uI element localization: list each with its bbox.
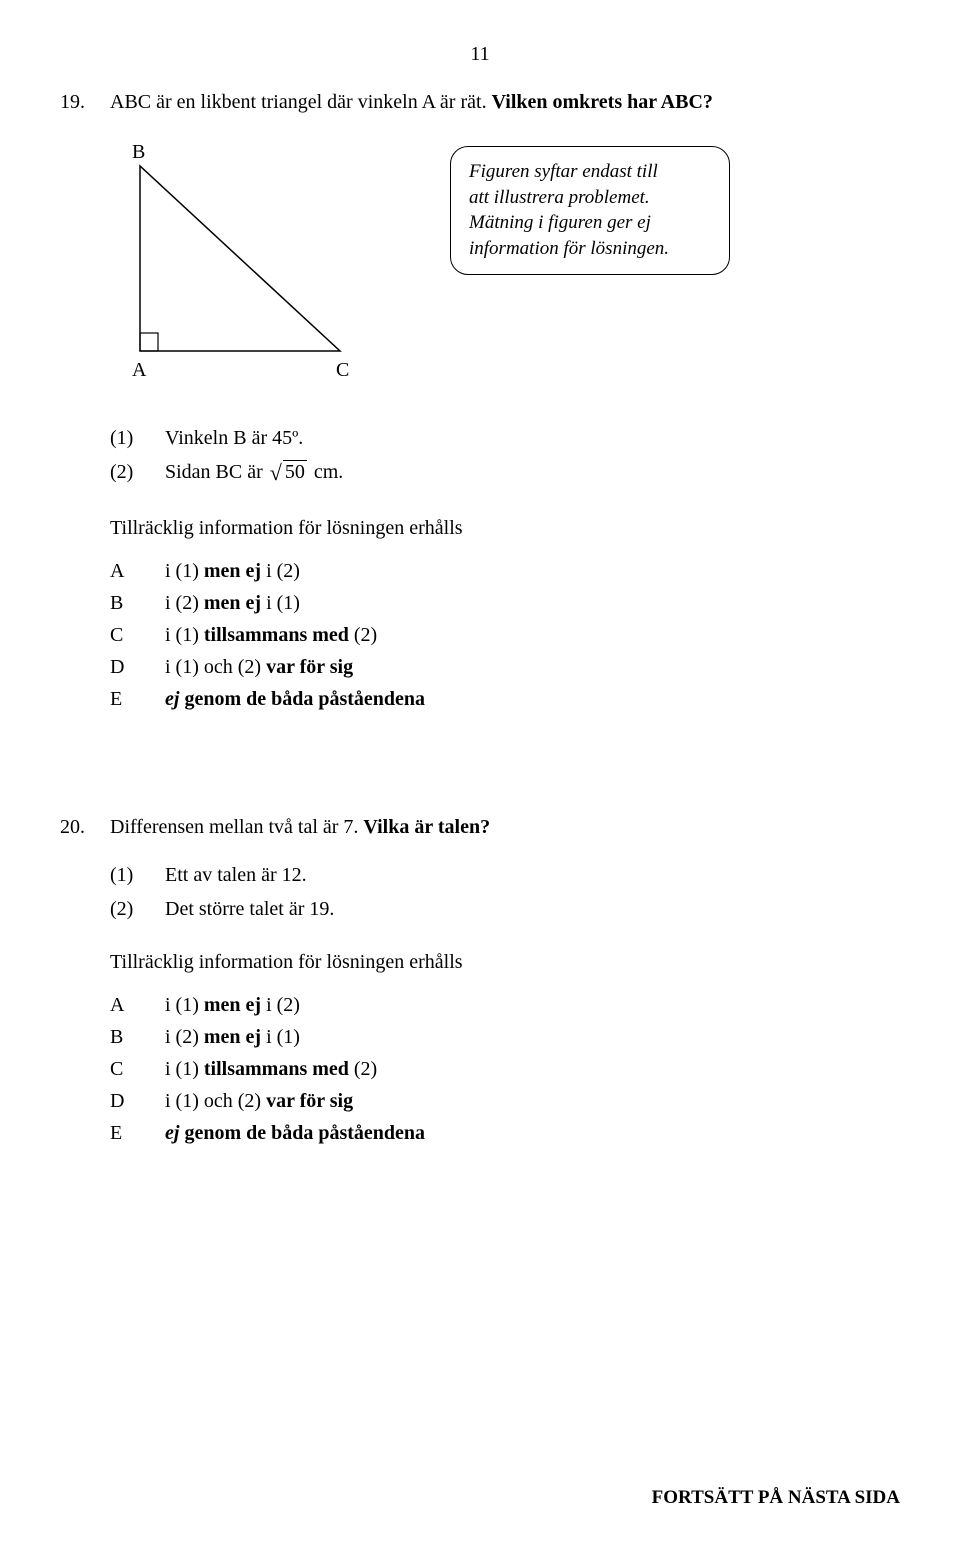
q20-statement-1: (1) Ett av talen är 12. — [110, 861, 900, 889]
option-c-text: i (1) tillsammans med (2) — [165, 621, 900, 649]
question-20-text-bold: Vilka är talen? — [363, 816, 490, 838]
q20-statement-1-num: (1) — [110, 861, 165, 889]
q20-statement-2: (2) Det större talet är 19. — [110, 895, 900, 923]
option-b-text: i (2) men ej i (1) — [165, 589, 900, 617]
question-19-options: A i (1) men ej i (2) B i (2) men ej i (1… — [110, 557, 900, 713]
statement-1-num: (1) — [110, 424, 165, 452]
q20-statement-2-text: Det större talet är 19. — [165, 895, 900, 923]
q20-option-e: E ej genom de båda påståendena — [110, 1119, 900, 1147]
question-20-lead: Tillräcklig information för lösningen er… — [110, 948, 900, 976]
right-angle-marker — [140, 333, 158, 351]
question-19-text-plain: ABC är en likbent triangel där vinkeln A… — [110, 91, 492, 113]
option-a-text: i (1) men ej i (2) — [165, 557, 900, 585]
q20-option-d-letter: D — [110, 1087, 165, 1115]
q20-option-a-text: i (1) men ej i (2) — [165, 991, 900, 1019]
option-e: E ej genom de båda påståendena — [110, 685, 900, 713]
statement-2-num: (2) — [110, 458, 165, 489]
q20-option-a: A i (1) men ej i (2) — [110, 991, 900, 1019]
q20-statement-1-text: Ett av talen är 12. — [165, 861, 900, 889]
option-d: D i (1) och (2) var för sig — [110, 653, 900, 681]
q20-option-e-letter: E — [110, 1119, 165, 1147]
page-number: 11 — [60, 40, 900, 68]
option-a-letter: A — [110, 557, 165, 585]
question-20-head: 20. Differensen mellan två tal är 7. Vil… — [60, 813, 900, 841]
statement-2-post: cm. — [309, 461, 343, 483]
question-20-text-plain: Differensen mellan två tal är 7. — [110, 816, 363, 838]
q20-option-d-text: i (1) och (2) var för sig — [165, 1087, 900, 1115]
vertex-label-c: C — [336, 359, 349, 381]
question-19-text: ABC är en likbent triangel där vinkeln A… — [110, 88, 900, 116]
q20-option-c-text: i (1) tillsammans med (2) — [165, 1055, 900, 1083]
question-19-figure-row: B A C Figuren syftar endast till att ill… — [110, 136, 900, 394]
question-20: 20. Differensen mellan två tal är 7. Vil… — [60, 813, 900, 1147]
q20-option-d: D i (1) och (2) var för sig — [110, 1087, 900, 1115]
option-c: C i (1) tillsammans med (2) — [110, 621, 900, 649]
option-c-letter: C — [110, 621, 165, 649]
question-19-statements: (1) Vinkeln B är 45º. (2) Sidan BC är √5… — [110, 424, 900, 489]
option-d-letter: D — [110, 653, 165, 681]
statement-1: (1) Vinkeln B är 45º. — [110, 424, 900, 452]
statement-2-pre: Sidan BC är — [165, 461, 268, 483]
note-line-2: att illustrera problemet. — [469, 185, 711, 211]
page: 11 19. ABC är en likbent triangel där vi… — [0, 0, 960, 1542]
note-line-1: Figuren syftar endast till — [469, 159, 711, 185]
q20-option-c: C i (1) tillsammans med (2) — [110, 1055, 900, 1083]
question-20-options: A i (1) men ej i (2) B i (2) men ej i (1… — [110, 991, 900, 1147]
note-line-3: Mätning i figuren ger ej — [469, 210, 711, 236]
triangle-outline — [140, 166, 340, 351]
page-footer: FORTSÄTT PÅ NÄSTA SIDA — [652, 1485, 900, 1512]
statement-1-text: Vinkeln B är 45º. — [165, 424, 900, 452]
q20-statement-2-num: (2) — [110, 895, 165, 923]
question-19: 19. ABC är en likbent triangel där vinke… — [60, 88, 900, 713]
q20-option-b: B i (2) men ej i (1) — [110, 1023, 900, 1051]
statement-2-text: Sidan BC är √50 cm. — [165, 458, 900, 489]
q20-option-e-text: ej genom de båda påståendena — [165, 1119, 900, 1147]
vertex-label-a: A — [132, 359, 147, 381]
question-19-number: 19. — [60, 88, 110, 116]
option-b-letter: B — [110, 589, 165, 617]
question-20-statements: (1) Ett av talen är 12. (2) Det större t… — [110, 861, 900, 923]
q20-option-b-text: i (2) men ej i (1) — [165, 1023, 900, 1051]
vertex-label-b: B — [132, 141, 145, 163]
figure-note-box: Figuren syftar endast till att illustrer… — [450, 146, 730, 275]
option-e-text: ej genom de båda påståendena — [165, 685, 900, 713]
sqrt-expr: √50 — [270, 458, 307, 489]
q20-option-c-letter: C — [110, 1055, 165, 1083]
radicand: 50 — [283, 460, 307, 483]
triangle-svg: B A C — [110, 136, 370, 386]
option-d-text: i (1) och (2) var för sig — [165, 653, 900, 681]
q20-option-a-letter: A — [110, 991, 165, 1019]
question-20-text: Differensen mellan två tal är 7. Vilka ä… — [110, 813, 900, 841]
question-20-number: 20. — [60, 813, 110, 841]
statement-2: (2) Sidan BC är √50 cm. — [110, 458, 900, 489]
triangle-figure: B A C — [110, 136, 410, 394]
q20-option-b-letter: B — [110, 1023, 165, 1051]
note-line-4: information för lösningen. — [469, 236, 711, 262]
option-a: A i (1) men ej i (2) — [110, 557, 900, 585]
option-b: B i (2) men ej i (1) — [110, 589, 900, 617]
question-19-head: 19. ABC är en likbent triangel där vinke… — [60, 88, 900, 116]
question-19-text-bold: Vilken omkrets har ABC? — [492, 91, 713, 113]
option-e-letter: E — [110, 685, 165, 713]
surd-symbol: √ — [270, 460, 282, 485]
question-19-lead: Tillräcklig information för lösningen er… — [110, 514, 900, 542]
